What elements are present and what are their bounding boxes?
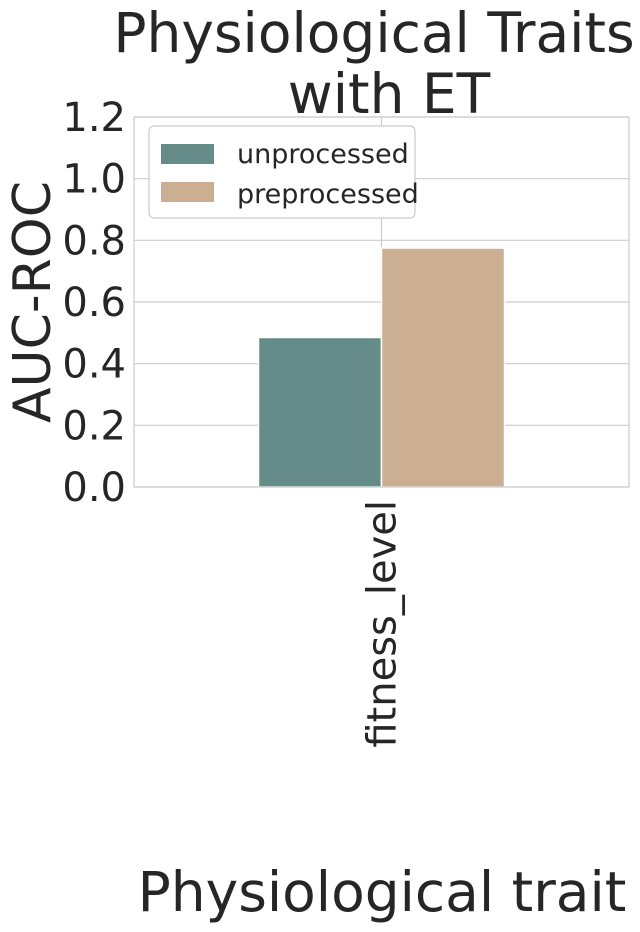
- title-line-1: Physiological Traits: [113, 1, 634, 65]
- y-tick-label: 1.2: [62, 95, 126, 141]
- x-tick-label: fitness_level: [360, 500, 406, 748]
- x-axis-label: Physiological trait: [138, 860, 627, 924]
- title-line-2: with ET: [288, 62, 491, 126]
- bar-preprocessed-fitness_level: [380, 247, 506, 488]
- legend-label-unprocessed: unprocessed: [237, 139, 409, 170]
- legend-swatch-unprocessed: [161, 144, 214, 164]
- x-axis-ticks: fitness_level: [360, 500, 406, 748]
- y-tick-label: 0.4: [62, 342, 126, 388]
- y-axis-label: AUC-ROC: [3, 181, 63, 423]
- legend: unprocessed preprocessed: [148, 125, 419, 219]
- legend-label-preprocessed: preprocessed: [237, 179, 419, 210]
- y-tick-label: 0.0: [62, 465, 126, 511]
- plot-frame: [133, 116, 630, 488]
- y-tick-label: 0.6: [62, 280, 126, 326]
- bars: [257, 247, 506, 488]
- chart-title: Physiological Traits with ET: [113, 1, 634, 126]
- y-axis-ticks: 0.0 0.2 0.4 0.6 0.8 1.0 1.2: [62, 95, 126, 511]
- bar-unprocessed-fitness_level: [257, 336, 383, 488]
- y-tick-label: 0.2: [62, 403, 126, 449]
- y-tick-label: 0.8: [62, 218, 126, 264]
- legend-swatch-preprocessed: [161, 182, 214, 202]
- y-tick-label: 1.0: [62, 157, 126, 203]
- legend-box: [148, 125, 416, 219]
